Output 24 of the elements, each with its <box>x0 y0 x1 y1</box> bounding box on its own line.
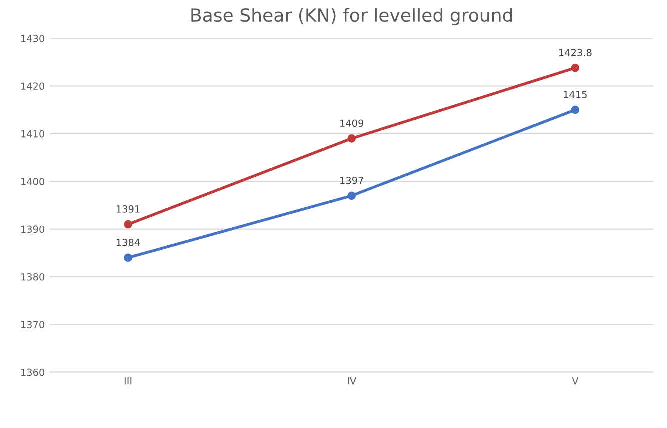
chart-title: Base Shear (KN) for levelled ground <box>192 8 512 26</box>
point <box>348 134 356 143</box>
point <box>348 192 356 200</box>
y-tick-label: 1430 <box>21 35 45 42</box>
data-label: 1397 <box>340 176 364 184</box>
y-tick-label: 1360 <box>21 368 45 376</box>
x-tick-label: V <box>572 378 579 385</box>
point <box>571 106 580 114</box>
data-label: 1384 <box>116 238 140 246</box>
y-tick-label: 1420 <box>21 82 45 90</box>
y-tick-label: 1410 <box>21 130 45 138</box>
point <box>124 220 132 229</box>
data-label: 1409 <box>340 120 364 128</box>
y-tick-label: 1380 <box>21 273 45 281</box>
data-label: 1415 <box>564 91 587 98</box>
point <box>571 64 580 72</box>
x-tick-label: III <box>124 378 132 385</box>
data-label: 1423.8 <box>559 49 592 56</box>
data-label: 1391 <box>116 206 140 213</box>
x-tick-label: IV <box>348 378 357 385</box>
y-tick-label: 1390 <box>21 226 45 234</box>
point <box>124 254 132 262</box>
y-tick-label: 1400 <box>21 178 45 186</box>
y-tick-label: 1370 <box>21 321 45 328</box>
